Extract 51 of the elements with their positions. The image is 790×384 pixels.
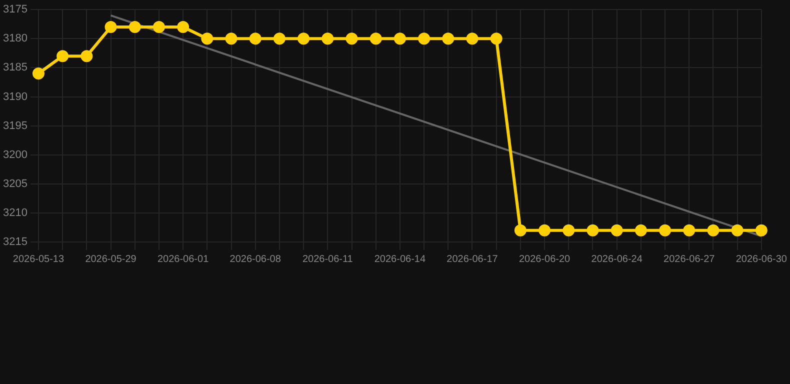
- y-tick-label: 3180: [2, 32, 28, 45]
- point: [322, 32, 334, 45]
- point: [273, 32, 286, 45]
- point: [201, 32, 214, 45]
- x-tick-label: 2026-06-27: [664, 254, 716, 265]
- x-tick-label: 2026-06-08: [230, 254, 282, 265]
- point: [298, 32, 310, 45]
- y-tick-label: 3205: [2, 178, 28, 190]
- x-tick-label: 2026-06-30: [736, 254, 788, 265]
- point: [152, 21, 165, 34]
- point: [394, 32, 406, 45]
- point: [466, 32, 478, 45]
- y-tick-label: 3210: [2, 206, 28, 219]
- point: [683, 224, 696, 236]
- point: [514, 224, 526, 236]
- y-tick-label: 3175: [2, 4, 28, 16]
- point: [731, 224, 744, 236]
- point: [249, 32, 262, 45]
- x-tick-label: 2026-06-17: [446, 254, 498, 265]
- point: [225, 32, 238, 45]
- point: [490, 32, 502, 45]
- y-tick-label: 3195: [2, 120, 28, 132]
- point: [562, 224, 575, 236]
- y-tick-label: 3190: [2, 90, 28, 103]
- x-tick-label: 2026-05-29: [85, 254, 137, 265]
- point: [707, 224, 720, 236]
- point: [538, 224, 551, 236]
- point: [634, 224, 647, 236]
- point: [659, 224, 672, 236]
- point: [418, 32, 430, 45]
- x-tick-label: 2026-06-24: [591, 254, 643, 265]
- x-tick-label: 2026-06-14: [374, 254, 426, 265]
- point: [104, 21, 117, 34]
- point: [370, 32, 382, 45]
- point: [346, 32, 358, 45]
- y-tick-label: 3215: [2, 236, 28, 248]
- y-tick-label: 3185: [2, 62, 28, 74]
- point: [80, 50, 93, 62]
- y-tick-label: 3200: [2, 148, 28, 161]
- x-tick-label: 2026-05-13: [12, 254, 64, 265]
- point: [177, 21, 190, 34]
- point: [442, 32, 454, 45]
- point: [32, 68, 44, 80]
- point: [128, 21, 141, 34]
- x-tick-label: 2026-06-11: [302, 254, 354, 265]
- x-tick-label: 2026-06-01: [157, 254, 210, 265]
- point: [610, 224, 623, 236]
- x-tick-label: 2026-06-20: [518, 254, 571, 265]
- point: [56, 50, 69, 62]
- point: [755, 224, 768, 236]
- point: [586, 224, 599, 236]
